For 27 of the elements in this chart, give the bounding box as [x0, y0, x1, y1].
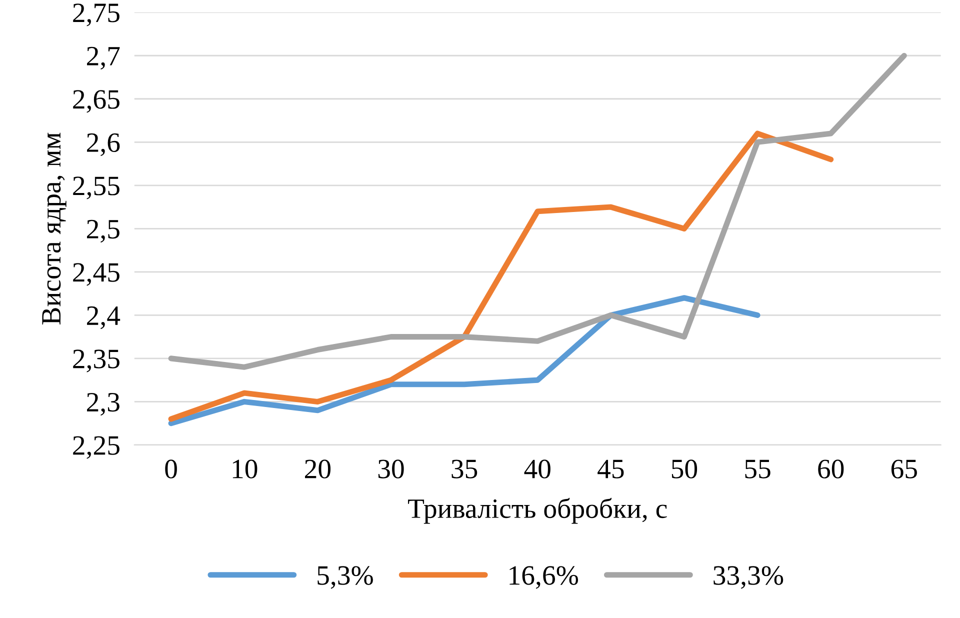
x-tick-label: 55 [745, 460, 770, 478]
x-tick-label: 60 [818, 460, 844, 478]
legend-label: 5,3% [318, 566, 373, 589]
y-tick-label: 2,6 [87, 133, 120, 156]
y-tick-label: 2,45 [73, 263, 120, 286]
x-tick-label: 50 [672, 460, 698, 478]
y-tick-label: 2,7 [87, 46, 120, 70]
legend-label: 33,3% [714, 566, 784, 589]
x-tick-label: 20 [305, 460, 331, 478]
x-tick-label: 35 [452, 460, 478, 478]
y-tick-label: 2,55 [73, 176, 120, 200]
y-tick-label: 2,3 [87, 392, 120, 416]
x-tick-label: 10 [232, 460, 258, 478]
y-tick-label: 2,35 [73, 350, 120, 372]
x-tick-label: 40 [524, 460, 550, 478]
x-tick-label: 65 [891, 460, 917, 478]
x-tick-label: 30 [378, 460, 404, 478]
y-tick-label: 2,65 [73, 90, 120, 113]
y-tick-label: 2,4 [87, 306, 120, 330]
x-axis-title: Тривалість обробки, с [408, 498, 667, 524]
y-axis-title: Висота ядра, мм [42, 132, 66, 324]
x-tick-label: 45 [598, 460, 624, 478]
y-tick-label: 2,75 [73, 4, 120, 26]
y-tick-label: 2,5 [87, 220, 120, 243]
x-tick-label: 0 [165, 460, 177, 478]
legend-label: 16,6% [510, 566, 578, 589]
y-tick-label: 2,25 [73, 436, 120, 459]
